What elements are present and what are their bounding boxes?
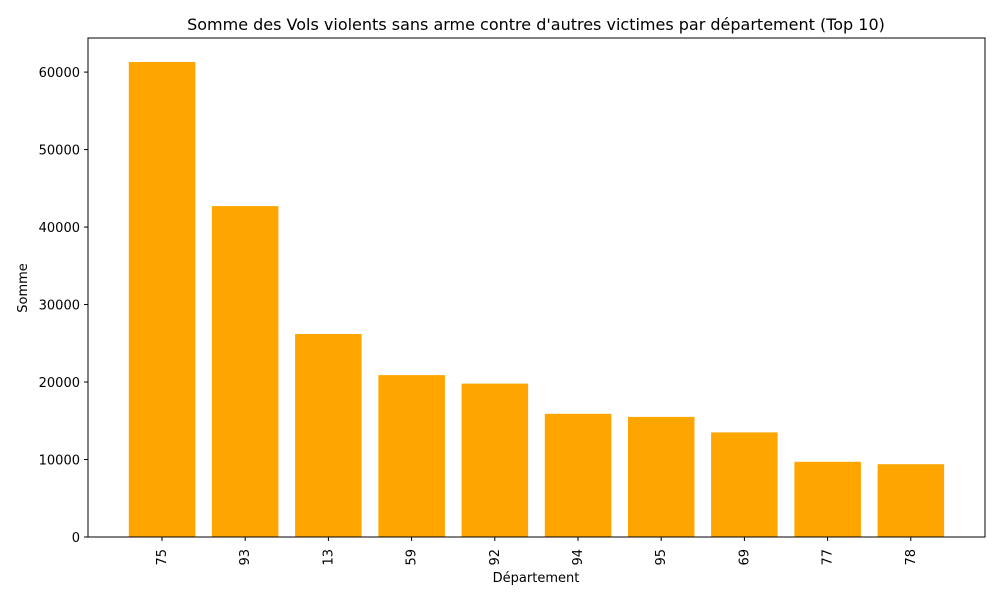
bar-69 bbox=[711, 432, 778, 537]
x-axis-ticks: 75 93 13 59 92 94 95 69 77 78 bbox=[155, 537, 919, 566]
bar-75 bbox=[128, 62, 196, 537]
y-axis-label: Somme bbox=[16, 263, 31, 313]
x-tick-label: 78 bbox=[904, 549, 919, 566]
x-tick-label: 92 bbox=[488, 549, 503, 566]
bar-78 bbox=[877, 464, 945, 537]
x-axis-label: Département bbox=[493, 571, 580, 586]
y-axis-ticks: 0 10000 20000 30000 40000 50000 60000 bbox=[39, 66, 88, 546]
bar-59 bbox=[378, 375, 445, 537]
y-tick-label: 60000 bbox=[39, 66, 80, 81]
y-tick-label: 30000 bbox=[39, 299, 80, 314]
x-tick-label: 69 bbox=[737, 549, 752, 566]
bar-77 bbox=[794, 461, 861, 537]
x-tick-label: 93 bbox=[238, 549, 253, 566]
bar-92 bbox=[461, 383, 529, 537]
bars-group bbox=[128, 62, 945, 537]
chart-title: Somme des Vols violents sans arme contre… bbox=[187, 15, 885, 34]
bar-94 bbox=[544, 413, 612, 537]
y-tick-label: 40000 bbox=[39, 221, 80, 236]
x-tick-label: 77 bbox=[821, 549, 836, 566]
y-tick-label: 0 bbox=[72, 531, 80, 546]
bar-95 bbox=[628, 416, 695, 537]
x-tick-label: 59 bbox=[405, 549, 420, 566]
y-tick-label: 20000 bbox=[39, 376, 80, 391]
bar-13 bbox=[295, 334, 362, 537]
bar-93 bbox=[211, 206, 279, 537]
plot-frame bbox=[87, 37, 986, 538]
x-tick-label: 95 bbox=[654, 549, 669, 566]
y-tick-label: 10000 bbox=[39, 454, 80, 469]
x-tick-label: 94 bbox=[571, 549, 586, 566]
x-tick-label: 75 bbox=[155, 549, 170, 566]
x-tick-label: 13 bbox=[321, 549, 336, 566]
y-tick-label: 50000 bbox=[39, 144, 80, 159]
